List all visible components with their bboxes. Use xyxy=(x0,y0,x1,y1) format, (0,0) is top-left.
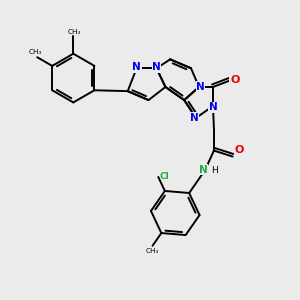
Text: O: O xyxy=(230,75,239,85)
Text: N: N xyxy=(132,62,141,72)
Text: CH₃: CH₃ xyxy=(67,29,81,35)
Text: N: N xyxy=(152,62,161,72)
Text: CH₃: CH₃ xyxy=(145,248,159,254)
Text: H: H xyxy=(212,166,218,175)
Text: N: N xyxy=(190,113,199,123)
Text: N: N xyxy=(196,82,205,92)
Text: N: N xyxy=(196,82,205,92)
Text: Cl: Cl xyxy=(160,172,169,181)
Text: N: N xyxy=(199,165,208,175)
Text: O: O xyxy=(234,145,244,155)
Text: CH₃: CH₃ xyxy=(29,50,42,56)
Text: N: N xyxy=(208,103,217,112)
